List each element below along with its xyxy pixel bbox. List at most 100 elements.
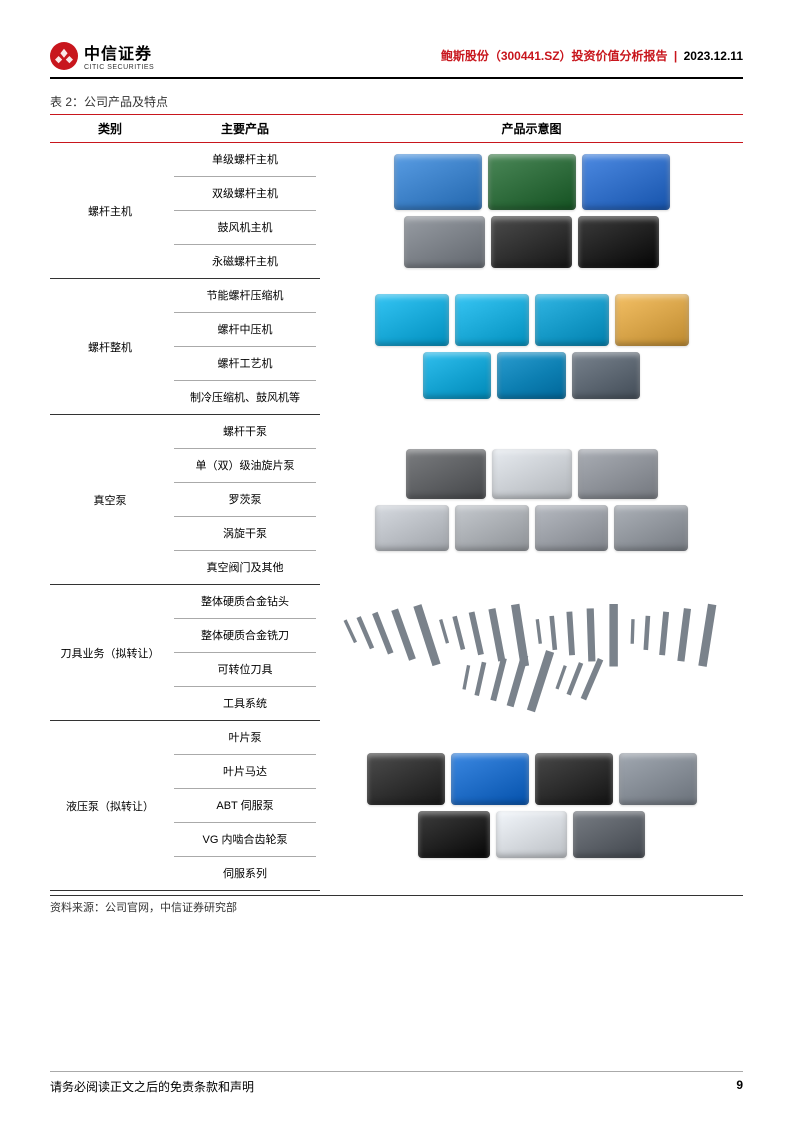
product-image-icon xyxy=(615,294,689,346)
product-image-group xyxy=(320,291,743,403)
product-cell: 单（双）级油旋片泵 xyxy=(170,449,320,483)
product-cell: 整体硬质合金铣刀 xyxy=(170,619,320,653)
product-image-icon xyxy=(619,753,697,805)
product-image-icon xyxy=(375,505,449,551)
product-cell: 双级螺杆主机 xyxy=(170,177,320,211)
product-cell: 叶片泵 xyxy=(170,721,320,755)
product-cell: ABT 伺服泵 xyxy=(170,789,320,823)
tool-icon: | xyxy=(675,612,695,647)
product-image-icon xyxy=(578,216,659,268)
tool-icon: | xyxy=(489,660,508,690)
product-cell: 罗茨泵 xyxy=(170,483,320,517)
table-row: 液压泵（拟转让）叶片泵 xyxy=(50,721,743,755)
product-image-icon xyxy=(418,811,490,859)
product-table: 类别 主要产品 产品示意图 螺杆主机单级螺杆主机双级螺杆主机鼓风机主机永磁螺杆主… xyxy=(50,114,743,891)
product-cell: 螺杆工艺机 xyxy=(170,347,320,381)
tool-icon: | xyxy=(696,609,720,651)
table-row: 刀具业务（拟转让）整体硬质合金钻头|||||||||||||||||||||||… xyxy=(50,585,743,619)
page-header: 中信证券 CITIC SECURITIES 鲍斯股份（300441.SZ）投资价… xyxy=(50,40,743,79)
product-image-icon xyxy=(535,753,613,805)
product-image-icon xyxy=(488,154,576,210)
table-row: 螺杆主机单级螺杆主机 xyxy=(50,143,743,177)
footer-disclaimer: 请务必阅读正文之后的免责条款和声明 xyxy=(50,1078,254,1095)
title-sep: | xyxy=(674,49,677,63)
product-image-icon xyxy=(423,352,491,400)
product-cell: 工具系统 xyxy=(170,687,320,721)
table-source: 资料来源：公司官网，中信证券研究部 xyxy=(50,895,743,915)
tool-icon: | xyxy=(555,667,567,684)
product-cell: 节能螺杆压缩机 xyxy=(170,279,320,313)
product-image-icon xyxy=(367,753,445,805)
th-category: 类别 xyxy=(50,115,170,143)
tool-icon: | xyxy=(629,622,637,638)
product-image-icon xyxy=(573,811,645,859)
category-cell: 液压泵（拟转让） xyxy=(50,721,170,891)
tool-icon: | xyxy=(438,621,449,638)
title-stock: 鲍斯股份（300441.SZ）投资价值分析报告 xyxy=(441,49,668,63)
product-cell: VG 内啮合齿轮泵 xyxy=(170,823,320,857)
product-image-icon xyxy=(404,216,485,268)
image-cell xyxy=(320,279,743,415)
table-row: 螺杆整机节能螺杆压缩机 xyxy=(50,279,743,313)
product-image-icon xyxy=(491,216,572,268)
product-image-icon xyxy=(535,505,609,551)
product-cell: 涡旋干泵 xyxy=(170,517,320,551)
product-image-icon xyxy=(451,753,529,805)
product-image-icon xyxy=(535,294,609,346)
logo: 中信证券 CITIC SECURITIES xyxy=(50,40,154,71)
category-cell: 刀具业务（拟转让） xyxy=(50,585,170,721)
product-cell: 整体硬质合金钻头 xyxy=(170,585,320,619)
product-cell: 叶片马达 xyxy=(170,755,320,789)
tool-icon: | xyxy=(563,616,578,644)
tool-icon: | xyxy=(534,622,543,638)
product-cell: 可转位刀具 xyxy=(170,653,320,687)
tool-icon: | xyxy=(451,618,466,641)
tool-icon: | xyxy=(641,619,652,641)
tool-icon: | xyxy=(485,612,507,648)
product-image-icon xyxy=(496,811,568,859)
product-image-group xyxy=(320,151,743,271)
tool-icon: | xyxy=(343,621,356,638)
image-cell xyxy=(320,415,743,585)
product-image-group xyxy=(320,446,743,554)
product-image-icon xyxy=(455,505,529,551)
product-image-group xyxy=(320,750,743,862)
product-cell: 永磁螺杆主机 xyxy=(170,245,320,279)
product-image-icon xyxy=(406,449,486,499)
product-image-icon xyxy=(455,294,529,346)
image-cell xyxy=(320,721,743,891)
product-image-icon xyxy=(582,154,670,210)
image-cell: |||||||||||||||||||||||||||| xyxy=(320,585,743,721)
product-cell: 真空阀门及其他 xyxy=(170,551,320,585)
product-cell: 伺服系列 xyxy=(170,857,320,891)
product-image-icon xyxy=(375,294,449,346)
category-cell: 真空泵 xyxy=(50,415,170,585)
product-image-icon xyxy=(614,505,688,551)
tool-icon: | xyxy=(467,615,486,645)
product-cell: 单级螺杆主机 xyxy=(170,143,320,177)
tool-icon: | xyxy=(582,613,599,647)
logo-text-cn: 中信证券 xyxy=(84,40,154,64)
category-cell: 螺杆主机 xyxy=(50,143,170,279)
product-cell: 鼓风机主机 xyxy=(170,211,320,245)
product-image-group: |||||||||||||||||||||||||||| xyxy=(320,607,743,698)
citic-logo-icon xyxy=(50,42,78,70)
product-image-icon xyxy=(572,352,640,400)
product-image-icon xyxy=(492,449,572,499)
report-title: 鲍斯股份（300441.SZ）投资价值分析报告 | 2023.12.11 xyxy=(441,47,743,64)
page-number: 9 xyxy=(736,1078,743,1095)
tool-icon: | xyxy=(604,610,622,650)
title-date: 2023.12.11 xyxy=(684,49,743,63)
table-head: 类别 主要产品 产品示意图 xyxy=(50,115,743,143)
page-footer: 请务必阅读正文之后的免责条款和声明 9 xyxy=(50,1071,743,1095)
product-cell: 螺杆干泵 xyxy=(170,415,320,449)
product-image-icon xyxy=(394,154,482,210)
tool-icon: | xyxy=(474,664,489,687)
tool-icon: | xyxy=(462,667,472,684)
product-image-icon xyxy=(578,449,658,499)
th-image: 产品示意图 xyxy=(320,115,743,143)
logo-text-en: CITIC SECURITIES xyxy=(84,64,154,71)
th-product: 主要产品 xyxy=(170,115,320,143)
tool-icon: | xyxy=(657,615,672,644)
table-body: 螺杆主机单级螺杆主机双级螺杆主机鼓风机主机永磁螺杆主机螺杆整机节能螺杆压缩机螺杆… xyxy=(50,143,743,891)
